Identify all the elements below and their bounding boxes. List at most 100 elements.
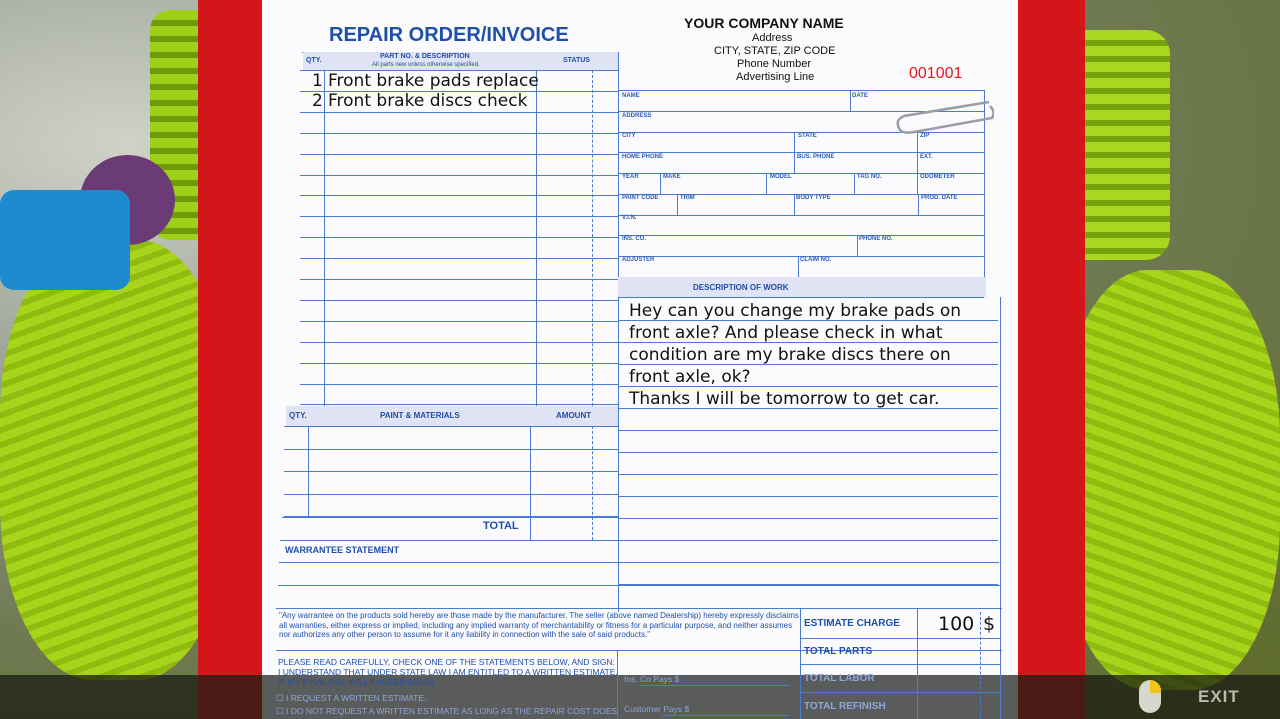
form-rule	[617, 650, 618, 719]
label-make: MAKE	[663, 174, 681, 180]
form-rule	[917, 152, 918, 173]
form-rule	[857, 235, 858, 256]
label-home-phone: HOME PHONE	[622, 154, 664, 160]
form-rule	[300, 383, 618, 385]
total-label: TOTAL	[483, 520, 519, 532]
checkbox-written-estimate[interactable]: ☐ I REQUEST A WRITTEN ESTIMATE.	[276, 693, 427, 703]
ins-pays-label: Ins. Co Pays $	[624, 674, 680, 684]
label-zip: ZIP	[920, 133, 930, 139]
company-name: YOUR COMPANY NAME	[684, 15, 844, 31]
form-rule	[300, 299, 618, 301]
form-rule	[794, 194, 795, 215]
form-rule	[300, 174, 618, 176]
estimate-charge-label: ESTIMATE CHARGE	[804, 618, 900, 629]
fluid-reservoir-blue	[0, 190, 130, 290]
please-read-text: PLEASE READ CAREFULLY, CHECK ONE OF THE …	[278, 657, 615, 667]
form-rule	[308, 406, 309, 517]
company-address: Address	[752, 32, 793, 44]
form-rule	[618, 132, 984, 133]
form-rule	[300, 90, 618, 92]
paperclip-icon	[896, 100, 994, 134]
form-rule	[618, 235, 984, 236]
form-rule	[536, 52, 537, 406]
checkbox-no-estimate[interactable]: ☐ I DO NOT REQUEST A WRITTEN ESTIMATE AS…	[276, 706, 618, 716]
col-part: PART NO. & DESCRIPTION	[380, 53, 470, 60]
form-rule	[618, 152, 984, 153]
form-rule	[618, 386, 998, 387]
tire-left	[0, 240, 230, 680]
form-rule	[284, 493, 618, 495]
form-rule	[530, 406, 531, 540]
form-rule	[662, 715, 790, 716]
part-qty: 1	[312, 71, 323, 91]
col-status: STATUS	[563, 57, 590, 64]
customer-pays-label: Customer Pays $	[624, 704, 690, 714]
form-rule	[794, 132, 795, 152]
amount-header: AMOUNT	[556, 411, 592, 420]
form-rule	[618, 496, 998, 497]
total-refinish-label: TOTAL REFINISH	[804, 701, 886, 712]
form-rule	[618, 408, 998, 409]
form-rule	[618, 452, 998, 453]
part-description: Front brake pads replace	[328, 71, 539, 91]
form-rule	[300, 153, 618, 155]
paint-qty-header: QTY.	[289, 411, 307, 420]
label-body-type: BODY TYPE	[796, 195, 831, 201]
form-rule	[592, 426, 593, 540]
form-rule	[300, 320, 618, 322]
label-address: ADDRESS	[622, 113, 652, 119]
form-rule	[618, 562, 998, 563]
form-rule	[917, 132, 918, 152]
form-rule	[618, 474, 998, 475]
form-rule	[618, 518, 998, 519]
form-rule	[618, 430, 998, 431]
form-rule	[798, 256, 799, 277]
warranty-disclaimer: "Any warrantee on the products sold here…	[279, 611, 799, 639]
form-rule	[300, 404, 618, 406]
form-rule	[618, 297, 984, 298]
description-line: Thanks I will be tomorrow to get car.	[629, 389, 940, 409]
label-ins-co: INS. CO.	[622, 236, 647, 242]
form-rule	[794, 152, 795, 173]
form-rule	[276, 650, 1002, 651]
label-bus-phone: BUS. PHONE	[797, 154, 835, 160]
form-rule	[800, 664, 1000, 665]
form-rule	[618, 215, 984, 216]
form-rule	[300, 111, 618, 113]
label-vin: V.I.N.	[622, 215, 637, 221]
label-model: MODEL	[770, 174, 792, 180]
form-rule	[618, 584, 998, 585]
form-rule	[800, 692, 1000, 693]
form-rule	[276, 608, 1002, 609]
form-rule	[640, 685, 790, 686]
form-rule	[618, 111, 984, 112]
total-labor-label: TOTAL LABOR	[804, 673, 875, 684]
form-rule	[278, 585, 1000, 586]
label-adjuster: ADJUSTER	[622, 257, 655, 263]
form-rule	[300, 362, 618, 364]
exit-button[interactable]: EXIT	[1198, 687, 1240, 706]
label-ext: EXT.	[920, 154, 933, 160]
form-rule	[980, 612, 981, 719]
form-rule	[280, 540, 618, 541]
estimate-charge-value[interactable]: 100	[938, 613, 975, 635]
label-name: NAME	[622, 93, 640, 99]
form-rule	[300, 70, 618, 71]
understand-text: I UNDERSTAND THAT UNDER STATE LAW I AM E…	[278, 667, 618, 687]
form-rule	[324, 52, 325, 406]
order-number: 001001	[909, 65, 963, 82]
form-rule	[618, 540, 998, 541]
form-rule	[618, 194, 984, 195]
label-trim: TRIM	[680, 195, 695, 201]
form-rule	[618, 52, 619, 612]
col-qty: QTY.	[306, 57, 322, 64]
label-odometer: ODOMETER	[920, 174, 955, 180]
form-rule	[300, 132, 618, 134]
tire-right	[1060, 270, 1280, 690]
form-rule	[300, 279, 618, 280]
form-rule	[592, 70, 593, 406]
label-phone-no: PHONE NO.	[859, 236, 893, 242]
mouse-left-click-icon	[1139, 680, 1161, 713]
form-rule	[618, 364, 998, 365]
form-rule	[918, 194, 919, 215]
